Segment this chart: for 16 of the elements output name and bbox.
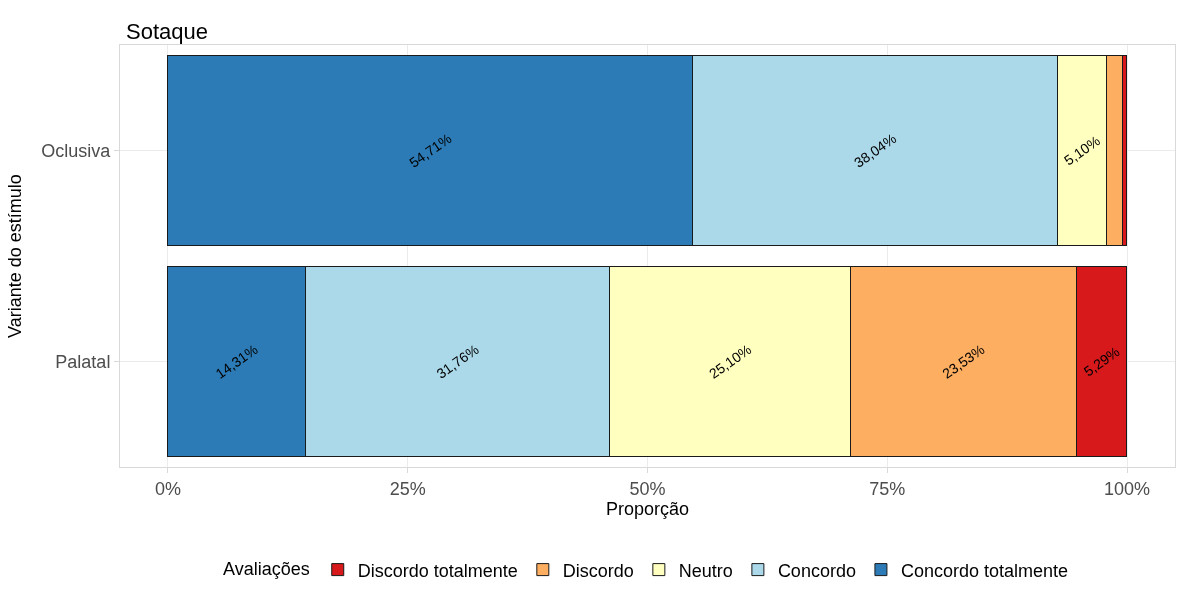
legend-label: Discordo [562, 560, 634, 581]
chart-title: Sotaque [126, 19, 208, 45]
x-axis-title: Proporção [605, 498, 690, 519]
legend-label: Concordo [777, 560, 856, 581]
x-tick-label: 75% [869, 478, 906, 499]
legend-label: Neutro [678, 560, 733, 581]
y-axis-title: Variante do estímulo [4, 174, 25, 338]
x-tick-label: 25% [389, 478, 426, 499]
x-tick-label: 0% [154, 478, 181, 499]
y-tick-label: Palatal [55, 351, 111, 372]
legend-title: Avaliações [223, 558, 310, 579]
legend-label: Concordo totalmente [900, 560, 1069, 581]
legend-label: Discordo totalmente [357, 560, 518, 581]
x-tick-label: 100% [1104, 478, 1151, 499]
x-tick-label: 50% [629, 478, 666, 499]
y-tick-label: Oclusiva [41, 140, 112, 161]
